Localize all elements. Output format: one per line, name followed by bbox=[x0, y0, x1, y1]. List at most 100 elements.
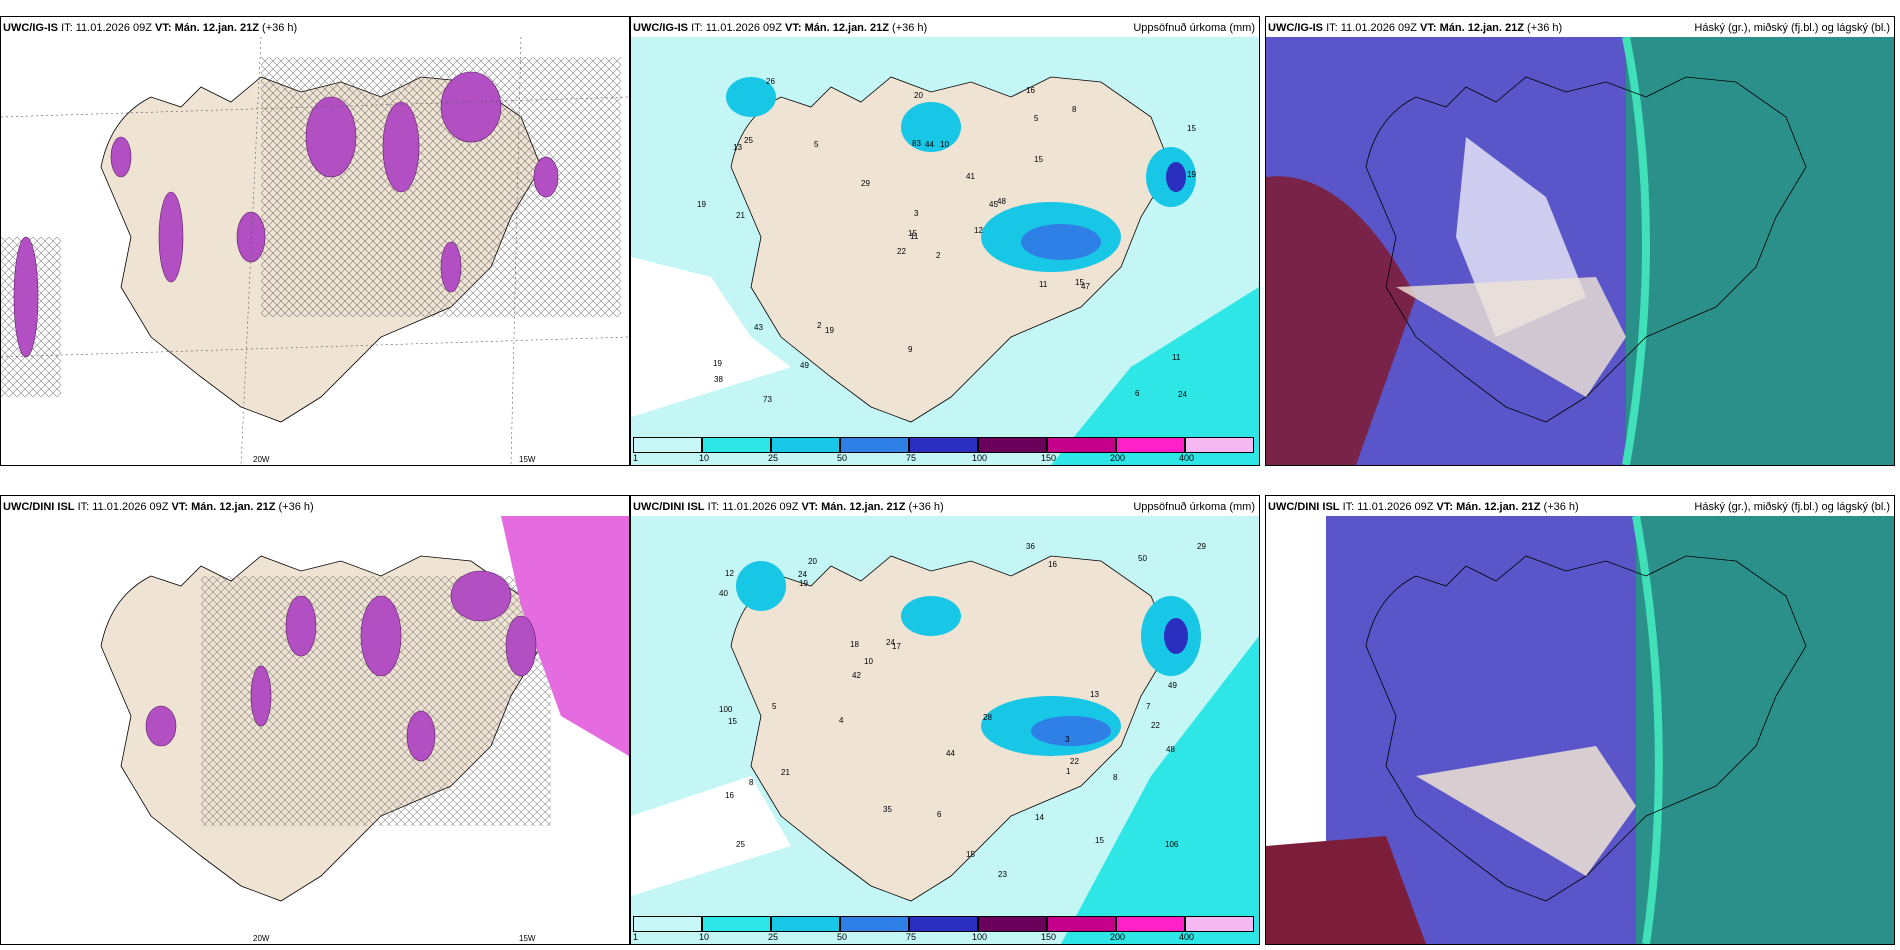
precip-value-label: 48 bbox=[1166, 745, 1175, 754]
panel-wind-bottom: UWC/DINI ISL IT: 11.01.2026 09Z VT: Mán.… bbox=[0, 495, 630, 945]
precip-value-label: 49 bbox=[1168, 681, 1177, 690]
panel-title: UWC/IG-IS IT: 11.01.2026 09Z VT: Mán. 12… bbox=[633, 22, 928, 34]
precip-value-label: 24 bbox=[798, 570, 807, 579]
precip-value-label: 19 bbox=[697, 200, 706, 209]
panel-cloud-bottom: UWC/DINI ISL IT: 11.01.2026 09Z VT: Mán.… bbox=[1265, 495, 1895, 945]
precip-value-label: 15 bbox=[1034, 155, 1043, 164]
colorbar-tick: 25 bbox=[768, 932, 779, 942]
precip-value-label: 4 bbox=[839, 716, 844, 725]
precip-value-label: 38 bbox=[714, 375, 723, 384]
colorbar-tick: 50 bbox=[837, 932, 848, 942]
precip-value-label: 10 bbox=[940, 140, 949, 149]
precip-value-label: 16 bbox=[725, 791, 734, 800]
panel-subtitle: Háský (gr.), miðský (fj.bl.) og lágský (… bbox=[1694, 22, 1890, 34]
precip-colorbar: 1 10 25 50 75 100 150 200 400 bbox=[633, 437, 1257, 463]
precip-value-label: 3 bbox=[1065, 735, 1070, 744]
precip-value-label: 11 bbox=[1039, 280, 1048, 289]
precip-value-label: 25 bbox=[736, 840, 745, 849]
colorbar-seg bbox=[1185, 437, 1254, 453]
precip-value-label: 42 bbox=[852, 671, 861, 680]
lon-label-20w: 20W bbox=[253, 455, 270, 464]
colorbar-seg bbox=[633, 916, 702, 932]
precip-value-label: 23 bbox=[998, 870, 1007, 879]
panel-title: UWC/IG-IS IT: 11.01.2026 09Z VT: Mán. 12… bbox=[3, 22, 298, 34]
iceland-land bbox=[1365, 555, 1807, 902]
colorbar-tick: 10 bbox=[699, 932, 710, 942]
precip-value-label: 36 bbox=[1026, 542, 1035, 551]
colorbar-tick: 25 bbox=[768, 453, 779, 463]
precip-value-label: 15 bbox=[728, 717, 737, 726]
colorbar-seg bbox=[840, 916, 909, 932]
precip-value-label: 50 bbox=[1138, 554, 1147, 563]
precip-value-label: 12 bbox=[725, 569, 734, 578]
precip-value-label: 28 bbox=[983, 713, 992, 722]
panel-subtitle: Háský (gr.), miðský (fj.bl.) og lágský (… bbox=[1694, 501, 1890, 513]
precip-value-label: 43 bbox=[754, 323, 763, 332]
colorbar-seg bbox=[909, 437, 978, 453]
cloud-map bbox=[1266, 516, 1894, 944]
panel-title: UWC/DINI ISL IT: 11.01.2026 09Z VT: Mán.… bbox=[1268, 501, 1579, 513]
colorbar-tick: 150 bbox=[1041, 453, 1057, 463]
precip-value-label: 100 bbox=[719, 705, 733, 714]
precip-value-label: 15 bbox=[966, 850, 975, 859]
precip-value-label: 17 bbox=[892, 642, 901, 651]
precip-value-label: 18 bbox=[850, 640, 859, 649]
colorbar-seg bbox=[1185, 916, 1254, 932]
colorbar-seg bbox=[771, 437, 840, 453]
colorbar-seg bbox=[1116, 916, 1185, 932]
precip-value-label: 49 bbox=[800, 361, 809, 370]
precip-value-label: 9 bbox=[908, 345, 913, 354]
lon-label-20w: 20W bbox=[253, 934, 270, 943]
precip-value-label: 15 bbox=[1187, 124, 1196, 133]
precip-value-label: 41 bbox=[966, 172, 975, 181]
colorbar-tick: 100 bbox=[972, 453, 988, 463]
colorbar-tick: 200 bbox=[1110, 453, 1126, 463]
colorbar-seg bbox=[909, 916, 978, 932]
precip-value-label: 15 bbox=[1075, 278, 1084, 287]
colorbar-tick: 150 bbox=[1041, 932, 1057, 942]
precip-value-label: 44 bbox=[946, 749, 955, 758]
colorbar-seg bbox=[771, 916, 840, 932]
panel-subtitle: Uppsöfnuð úrkoma (mm) bbox=[1133, 501, 1255, 513]
precip-value-label: 19 bbox=[825, 326, 834, 335]
lon-label-15w: 15W bbox=[519, 455, 536, 464]
colorbar-tick: 75 bbox=[906, 932, 917, 942]
precip-colorbar: 1 10 25 50 75 100 150 200 400 bbox=[633, 916, 1257, 942]
precip-value-label: 20 bbox=[914, 91, 923, 100]
wind-snow-map bbox=[1, 37, 629, 465]
precip-value-label: 14 bbox=[1035, 813, 1044, 822]
colorbar-tick: 1 bbox=[633, 932, 639, 942]
iceland-land bbox=[730, 76, 1172, 423]
precip-value-label: 7 bbox=[1146, 702, 1151, 711]
precip-value-label: 24 bbox=[1178, 390, 1187, 399]
precip-value-label: 35 bbox=[883, 805, 892, 814]
precip-value-label: 47 bbox=[1081, 282, 1090, 291]
precip-value-label: 1 bbox=[1066, 767, 1071, 776]
precip-value-label: 29 bbox=[861, 179, 870, 188]
panel-title: UWC/IG-IS IT: 11.01.2026 09Z VT: Mán. 12… bbox=[1268, 22, 1563, 34]
precip-value-label: 48 bbox=[997, 197, 1006, 206]
precip-value-label: 21 bbox=[781, 768, 790, 777]
precip-value-label: 15 bbox=[1095, 836, 1104, 845]
precip-value-label: 13 bbox=[1090, 690, 1099, 699]
precip-value-label: 21 bbox=[736, 211, 745, 220]
precip-value-label: 8 bbox=[749, 778, 754, 787]
panel-title: UWC/DINI ISL IT: 11.01.2026 09Z VT: Mán.… bbox=[633, 501, 944, 513]
colorbar-seg bbox=[1116, 437, 1185, 453]
precip-value-label: 8 bbox=[1113, 773, 1118, 782]
precip-value-label: 19 bbox=[799, 579, 808, 588]
precip-value-label: 106 bbox=[1165, 840, 1179, 849]
precip-value-label: 22 bbox=[897, 247, 906, 256]
precip-value-label: 13 bbox=[733, 143, 742, 152]
panel-subtitle: Uppsöfnuð úrkoma (mm) bbox=[1133, 22, 1255, 34]
precip-value-label: 2 bbox=[817, 321, 822, 330]
precip-value-label: 83 bbox=[912, 139, 921, 148]
panel-title: UWC/DINI ISL IT: 11.01.2026 09Z VT: Mán.… bbox=[3, 501, 314, 513]
lon-label-15w: 15W bbox=[519, 934, 536, 943]
precip-value-label: 25 bbox=[744, 136, 753, 145]
colorbar-tick: 100 bbox=[972, 932, 988, 942]
precip-value-label: 22 bbox=[1070, 757, 1079, 766]
precip-value-label: 29 bbox=[1197, 542, 1206, 551]
precip-value-label: 45 bbox=[989, 200, 998, 209]
precip-value-label: 5 bbox=[1034, 114, 1039, 123]
